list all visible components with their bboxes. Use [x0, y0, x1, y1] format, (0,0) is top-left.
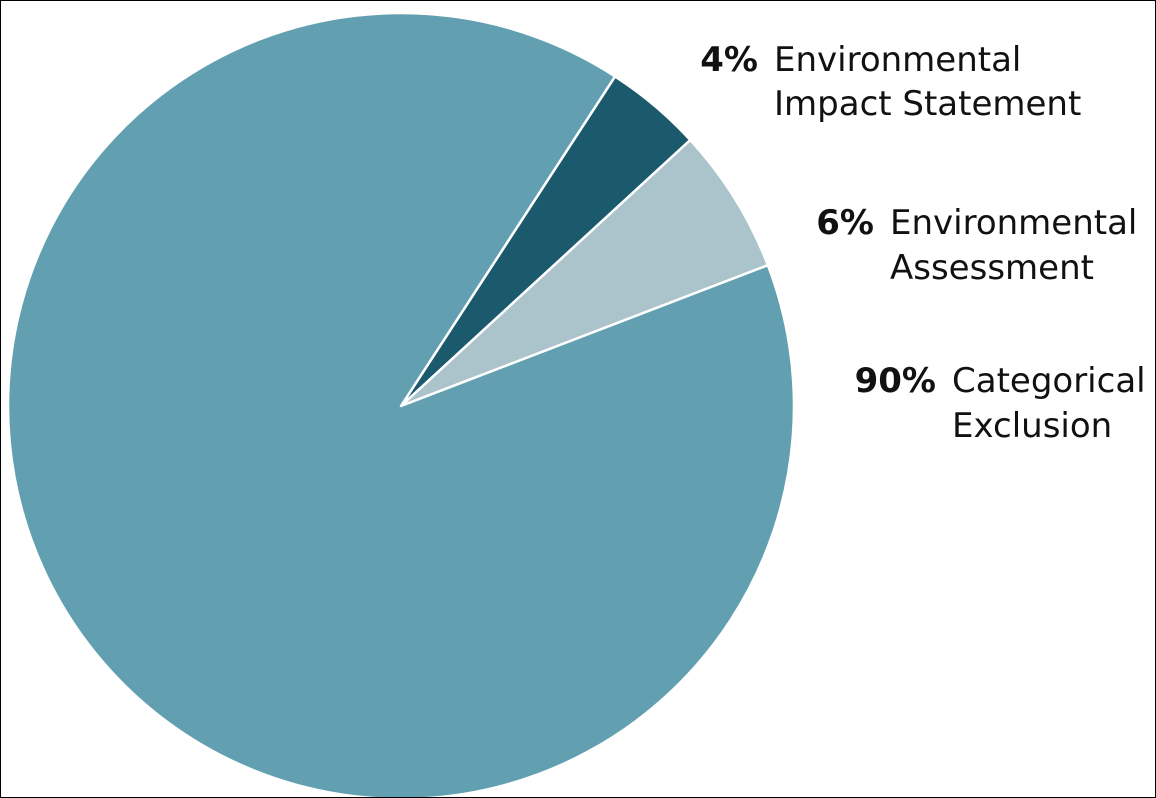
pie-slices	[6, 11, 796, 797]
pie-slice-ea	[399, 138, 770, 408]
slice-label-ea: 6% Environmental Assessment	[816, 203, 1137, 288]
slice-name-ea-line-1: Environmental	[890, 203, 1137, 243]
slice-name-eis-line-2: Impact Statement	[774, 84, 1081, 124]
slice-name-ce-line-1: Categorical	[952, 361, 1146, 401]
slice-name-ce-line-2: Exclusion	[952, 406, 1112, 446]
slice-label-ce: 90% Categorical Exclusion	[855, 361, 1146, 446]
slice-percent-ea: 6%	[816, 203, 874, 243]
slice-name-eis-line-1: Environmental	[774, 40, 1021, 80]
slice-percent-eis: 4%	[700, 40, 758, 80]
pie-slice-ce	[6, 11, 796, 797]
slice-name-ea-line-2: Assessment	[890, 248, 1094, 288]
slice-percent-ce: 90%	[855, 361, 936, 401]
